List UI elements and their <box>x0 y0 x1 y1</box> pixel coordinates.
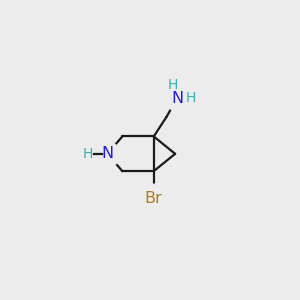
Text: N: N <box>101 146 113 161</box>
Text: H: H <box>167 77 178 92</box>
Text: H: H <box>186 92 196 105</box>
Text: Br: Br <box>145 191 163 206</box>
Text: N: N <box>171 91 183 106</box>
Text: H: H <box>83 147 93 161</box>
